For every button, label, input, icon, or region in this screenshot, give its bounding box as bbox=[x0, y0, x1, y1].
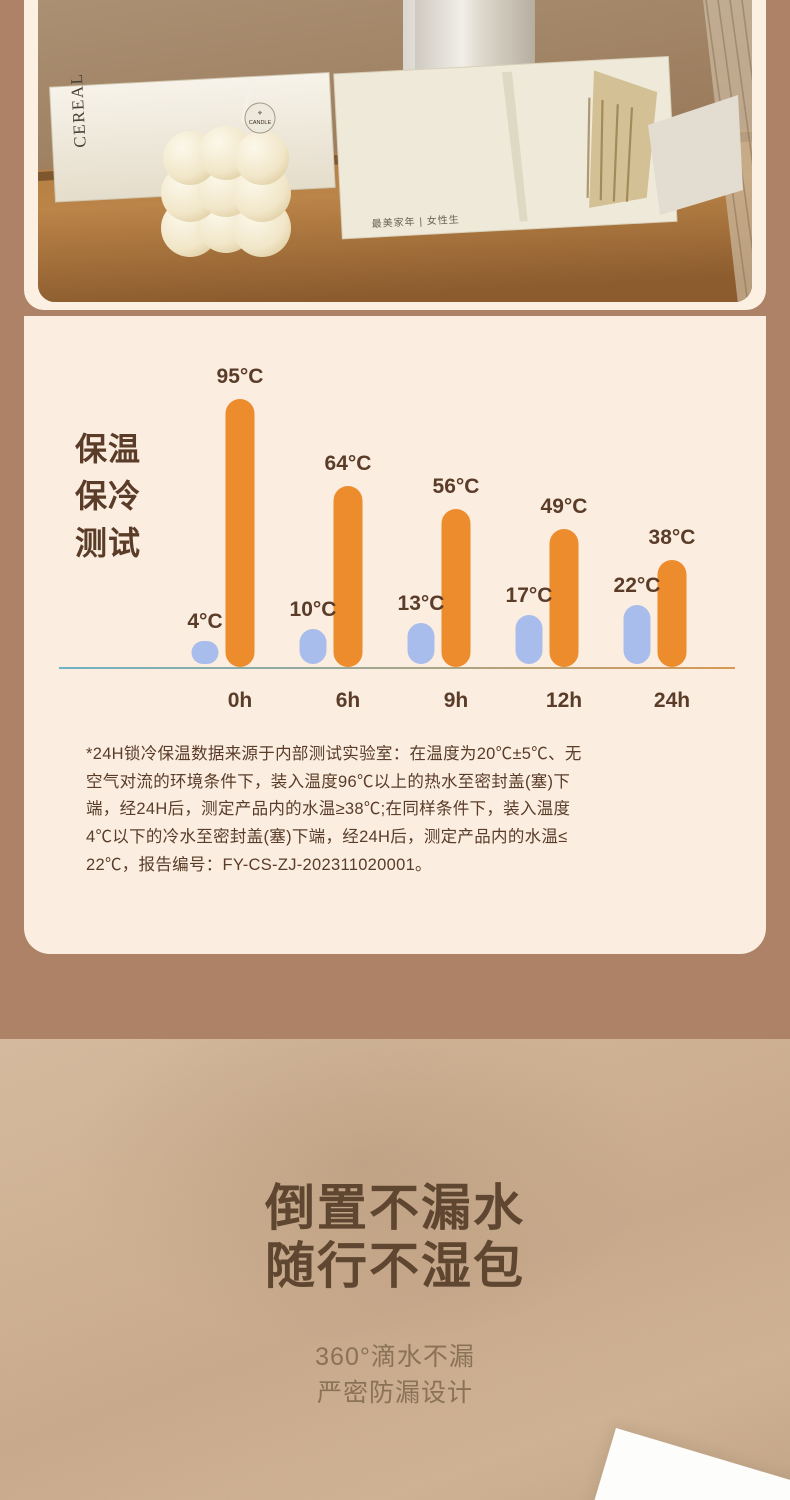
svg-text:⚜: ⚜ bbox=[257, 110, 262, 117]
svg-text:CANDLE: CANDLE bbox=[249, 120, 272, 126]
svg-text:CEREAL: CEREAL bbox=[67, 72, 90, 148]
